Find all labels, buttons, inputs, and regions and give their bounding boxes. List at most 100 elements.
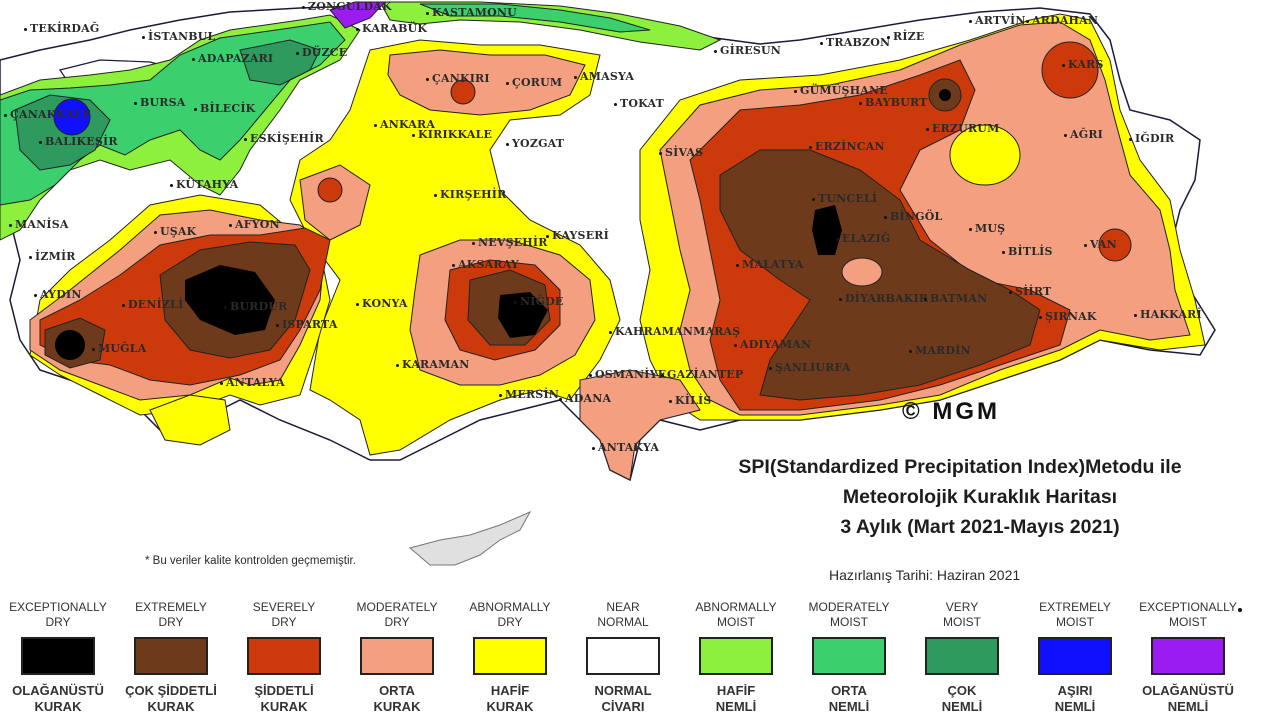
legend-swatch (699, 637, 773, 675)
legend-swatch (247, 637, 321, 675)
city-label: BALIKESİR (39, 135, 118, 148)
city-label: KÜTAHYA (169, 178, 239, 191)
city-label: BİTLİS (1002, 245, 1053, 258)
city-label: KIRIKKALE (411, 128, 493, 141)
legend-english-label: MODERATELY MOIST (808, 600, 890, 629)
legend-english-label: EXCEPTIONALLY MOIST (1139, 600, 1237, 629)
legend-item: VERY MOIST ÇOK NEMLİ (902, 600, 1022, 715)
city-label: VAN (1084, 238, 1117, 251)
legend-english-label: ABNORMALLY DRY (469, 600, 551, 629)
title-line-2: Meteorolojik Kuraklık Haritası (842, 486, 1118, 508)
legend-swatch (925, 637, 999, 675)
legend-item: EXTREMELY MOIST AŞIRI NEMLİ (1015, 600, 1135, 715)
city-label: BİNGÖL (883, 210, 943, 223)
city-label: BATMAN (923, 292, 988, 305)
city-label: NİĞDE (514, 295, 564, 308)
zone-moderately-dry-center-east (299, 164, 371, 241)
zone-very-moist-2 (239, 39, 321, 86)
city-label: BİLECİK (193, 102, 256, 115)
legend-swatch (21, 637, 95, 675)
city-label: ARDAHAN (1025, 14, 1099, 27)
city-label: AĞRI (1063, 128, 1104, 141)
zone-extremely-moist (53, 98, 91, 136)
legend-item: MODERATELY DRY ORTA KURAK (337, 600, 457, 715)
legend-item: EXTREMELY DRY ÇOK ŞİDDETLİ KURAK (111, 600, 231, 715)
legend-swatch (1038, 637, 1112, 675)
city-label: ESKİŞEHİR (244, 132, 324, 145)
city-label: MUĞLA (91, 342, 147, 355)
city-label: OSMANİYE (588, 368, 667, 381)
city-label: AMASYA (573, 70, 635, 83)
city-label: ANKARA (373, 118, 436, 131)
city-label: DÜZCE (295, 46, 348, 59)
city-label: AKSARAY (452, 258, 519, 271)
zone-severely-dry-kirsehir (317, 177, 343, 203)
city-label: SİVAS (658, 146, 704, 159)
zone-moderately-dry-elazig (841, 257, 883, 287)
city-label: ANTALYA (220, 376, 285, 389)
legend-english-label: VERY MOIST (943, 600, 981, 629)
city-label: MARDİN (909, 344, 971, 357)
legend-swatch (586, 637, 660, 675)
legend-item: EXCEPTIONALLY MOIST OLAĞANÜSTÜ NEMLİ (1128, 600, 1248, 715)
city-label: BAYBURT (859, 96, 928, 109)
city-label: ADIYAMAN (733, 338, 812, 351)
legend-turkish-label: HAFİF NEMLİ (715, 683, 757, 714)
city-label: ARTVİN (969, 14, 1026, 27)
legend-swatch (134, 637, 208, 675)
city-label: KASTAMONU (426, 6, 517, 19)
title-line-1: SPI(Standardized Precipitation Index)Met… (738, 456, 1182, 478)
city-label: AFYON (229, 218, 280, 231)
quality-note: * Bu veriler kalite kontrolden geçmemişt… (145, 555, 356, 567)
city-label: MALATYA (736, 258, 804, 271)
legend-turkish-label: ÇOK NEMLİ (941, 683, 983, 714)
city-label: TEKİRDAĞ (24, 22, 100, 35)
city-label: BURSA (134, 96, 186, 109)
city-label: ÇANKIRI (426, 72, 490, 85)
zone-severely-dry-van (1098, 228, 1132, 262)
zone-severely-dry-cankiri (450, 79, 476, 105)
drought-map (0, 1, 1216, 566)
zone-exceptionally-dry-bayburt (939, 89, 951, 101)
city-label: YOZGAT (505, 137, 565, 150)
legend-english-label: EXTREMELY MOIST (1039, 600, 1111, 629)
city-label: ADAPAZARI (191, 52, 274, 65)
city-label: ERZURUM (925, 122, 1000, 135)
city-label: GÜMÜŞHANE (794, 84, 888, 97)
legend-swatch (1151, 637, 1225, 675)
legend-english-label: SEVERELY DRY (252, 600, 316, 629)
city-label: KARAMAN (396, 358, 470, 371)
cyprus-island (408, 510, 532, 566)
city-label: GAZİANTEP (660, 368, 744, 381)
title-line-3: 3 Aylık (Mart 2021-Mayıs 2021) (840, 516, 1120, 538)
legend-english-label: MODERATELY DRY (356, 600, 438, 629)
map-title: SPI(Standardized Precipitation Index)Met… (680, 452, 1240, 542)
legend-swatch (473, 637, 547, 675)
city-label: DİYARBAKIR (838, 292, 929, 305)
legend-swatch (812, 637, 886, 675)
city-label: İZMİR (29, 250, 76, 263)
city-label: DENİZLİ (121, 298, 184, 311)
zone-exceptionally-moist (329, 1, 387, 29)
city-label: KONYA (356, 297, 408, 310)
city-label: KAYSERİ (546, 229, 609, 242)
legend-item: ABNORMALLY DRY HAFİF KURAK (450, 600, 570, 715)
city-label: MANİSA (9, 218, 69, 231)
city-label: ANTAKYA (591, 441, 660, 454)
legend-english-label: EXCEPTIONALLY DRY (9, 600, 107, 629)
legend-item: NEAR NORMAL NORMAL CİVARI (563, 600, 683, 715)
city-label: ELAZIĞ (835, 232, 891, 245)
legend-turkish-label: ORTA NEMLİ (828, 683, 870, 714)
legend-dot (1238, 608, 1242, 612)
copyright-mgm: © MGM (902, 398, 1001, 425)
legend: EXCEPTIONALLY DRY OLAĞANÜSTÜ KURAK EXTREMELY… (0, 600, 1237, 720)
city-label: AYDIN (34, 288, 82, 301)
legend-english-label: ABNORMALLY MOIST (695, 600, 777, 629)
city-label: KAHRAMANMARAŞ (608, 325, 741, 338)
legend-turkish-label: ÇOK ŞİDDETLİ KURAK (125, 683, 217, 714)
city-label: NEVŞEHİR (472, 236, 548, 249)
city-label: İSTANBUL (142, 30, 216, 43)
legend-english-label: NEAR NORMAL (597, 600, 649, 629)
legend-turkish-label: ORTA KURAK (373, 683, 421, 714)
city-label: BURDUR (224, 300, 288, 313)
